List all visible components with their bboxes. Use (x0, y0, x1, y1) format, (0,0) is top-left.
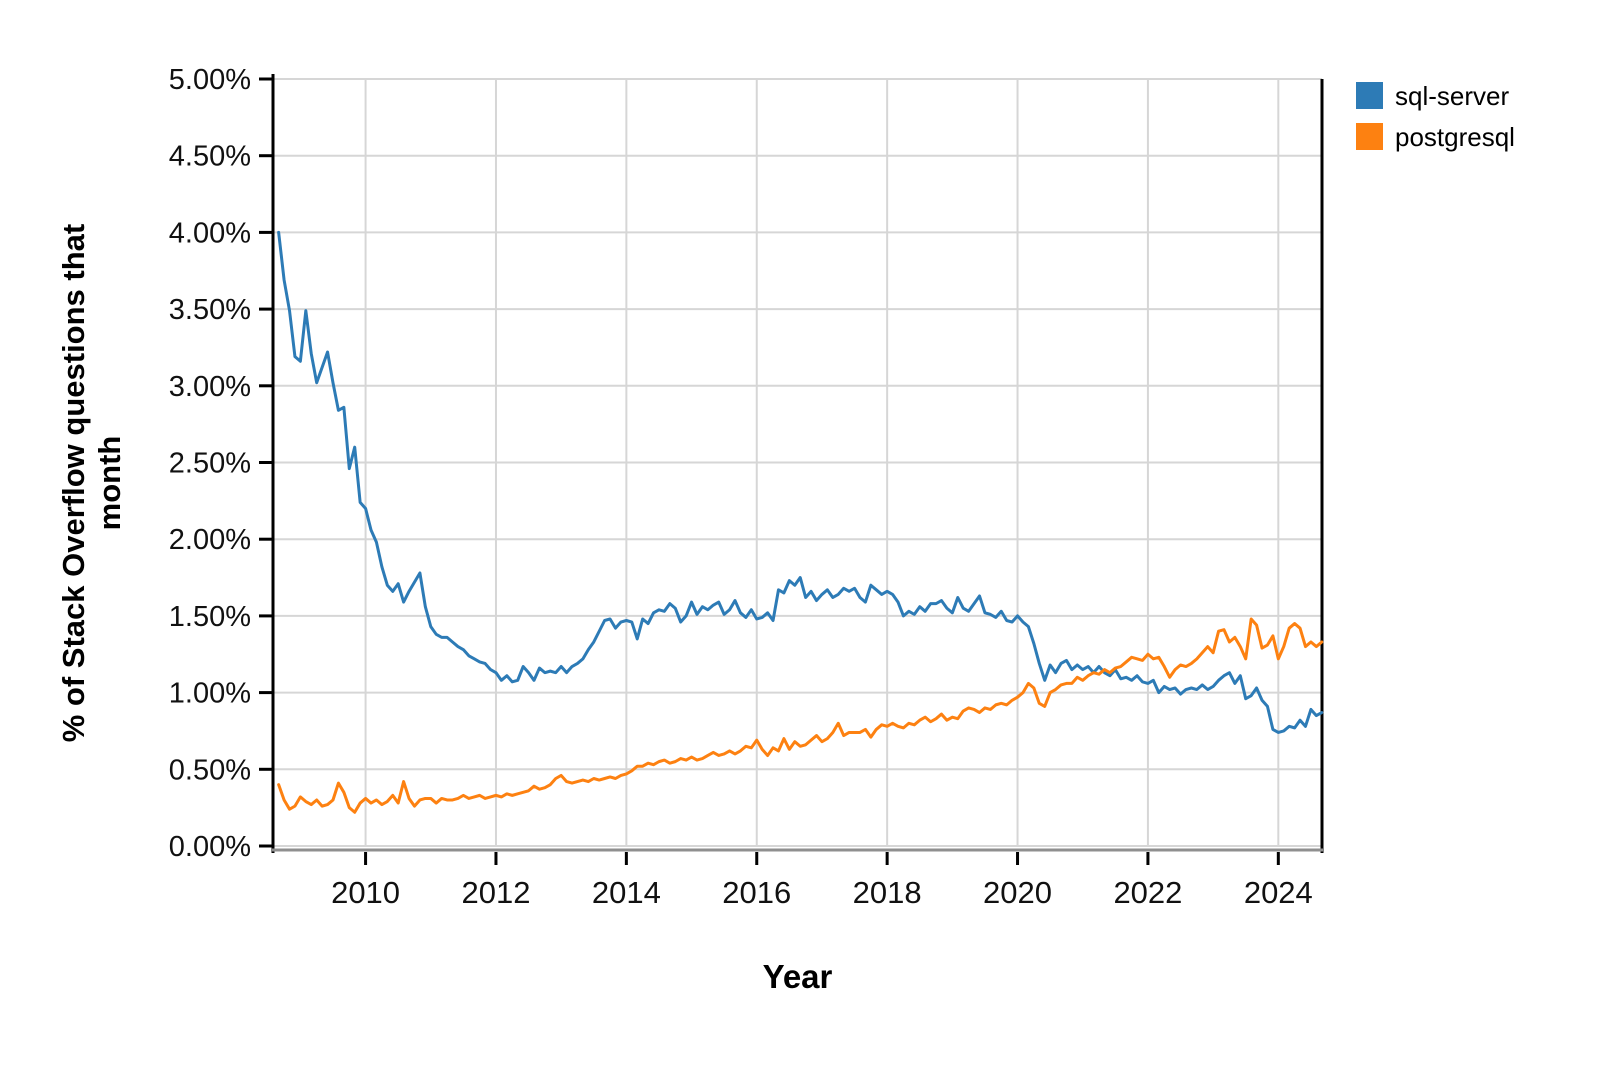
x-tick-label: 2022 (1113, 875, 1182, 910)
legend: sql-server postgresql (1356, 82, 1515, 150)
y-tick-label: 0.00% (169, 831, 251, 863)
legend-label-sql-server: sql-server (1395, 80, 1510, 111)
x-tick-label: 2010 (331, 875, 400, 910)
legend-label-postgresql: postgresql (1395, 121, 1515, 152)
legend-swatch-postgresql (1356, 123, 1383, 150)
legend-item-sql-server: sql-server (1356, 82, 1515, 109)
y-tick-label: 2.00% (169, 524, 251, 556)
y-tick-label: 5.00% (169, 64, 251, 96)
legend-swatch-sql-server (1356, 82, 1383, 109)
y-tick-label: 2.50% (169, 448, 251, 480)
series-line-sql-server (277, 230, 1324, 734)
y-tick-label: 3.50% (169, 294, 251, 326)
y-tick-label: 3.00% (169, 371, 251, 403)
y-tick-label: 1.50% (169, 601, 251, 633)
x-tick-label: 2012 (461, 875, 530, 910)
x-tick-label: 2024 (1244, 875, 1313, 910)
x-tick-label: 2016 (722, 875, 791, 910)
legend-item-postgresql: postgresql (1356, 123, 1515, 150)
y-tick-label: 4.00% (169, 217, 251, 249)
y-tick-label: 4.50% (169, 141, 251, 173)
y-tick-label: 0.50% (169, 754, 251, 786)
x-tick-label: 2020 (983, 875, 1052, 910)
x-axis-title: Year (762, 958, 833, 995)
series-line-postgresql (277, 617, 1324, 814)
y-tick-label: 1.00% (169, 678, 251, 710)
y-axis-title: % of Stack Overflow questions that month (56, 223, 127, 743)
x-tick-label: 2018 (853, 875, 922, 910)
x-tick-label: 2014 (592, 875, 661, 910)
